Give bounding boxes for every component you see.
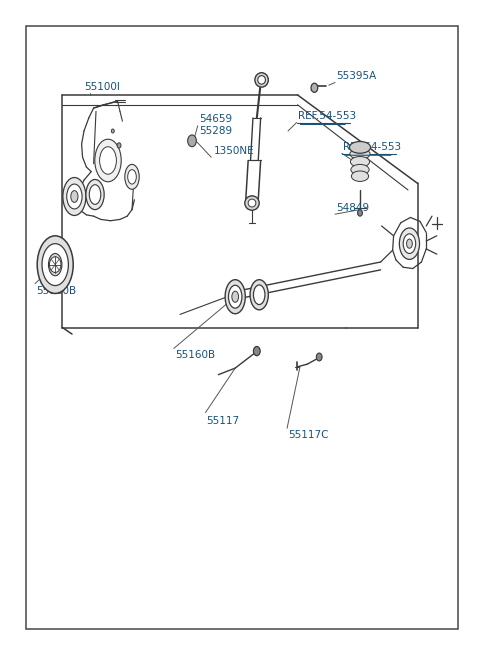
- Ellipse shape: [248, 199, 256, 207]
- Ellipse shape: [255, 73, 268, 87]
- Ellipse shape: [258, 75, 265, 84]
- Circle shape: [117, 143, 121, 148]
- Ellipse shape: [125, 164, 139, 189]
- Ellipse shape: [71, 191, 78, 202]
- Text: 55117C: 55117C: [288, 430, 328, 440]
- Ellipse shape: [67, 184, 82, 209]
- Ellipse shape: [399, 228, 420, 259]
- Ellipse shape: [128, 170, 136, 184]
- Text: 55160B: 55160B: [36, 286, 76, 296]
- Ellipse shape: [100, 147, 117, 174]
- Ellipse shape: [228, 286, 242, 308]
- Ellipse shape: [86, 179, 104, 210]
- Circle shape: [358, 210, 362, 216]
- Ellipse shape: [89, 185, 101, 204]
- Text: REF.54-553: REF.54-553: [298, 111, 356, 121]
- Ellipse shape: [95, 140, 121, 182]
- Ellipse shape: [225, 280, 245, 314]
- Text: 54659: 54659: [199, 115, 232, 124]
- Ellipse shape: [63, 178, 86, 215]
- Circle shape: [253, 346, 260, 356]
- Ellipse shape: [403, 234, 416, 253]
- Text: 55289: 55289: [199, 126, 232, 136]
- Circle shape: [111, 129, 114, 133]
- Ellipse shape: [350, 149, 370, 159]
- Text: 54849: 54849: [336, 203, 369, 213]
- Ellipse shape: [232, 291, 239, 302]
- Text: 55117: 55117: [206, 416, 240, 426]
- Circle shape: [316, 353, 322, 361]
- Text: 55160B: 55160B: [175, 350, 216, 360]
- Ellipse shape: [48, 253, 62, 276]
- Circle shape: [49, 257, 61, 272]
- Ellipse shape: [37, 236, 73, 293]
- Ellipse shape: [350, 157, 370, 167]
- Ellipse shape: [351, 164, 369, 175]
- Ellipse shape: [349, 141, 371, 153]
- Ellipse shape: [42, 244, 69, 286]
- Ellipse shape: [253, 285, 265, 305]
- Text: 55100I: 55100I: [84, 82, 120, 92]
- Text: 55395A: 55395A: [336, 71, 376, 81]
- Text: 1350NE: 1350NE: [214, 146, 254, 156]
- Ellipse shape: [250, 280, 268, 310]
- Text: REF.54-553: REF.54-553: [343, 142, 401, 152]
- Ellipse shape: [407, 239, 412, 248]
- Ellipse shape: [351, 171, 369, 181]
- Circle shape: [188, 135, 196, 147]
- Circle shape: [311, 83, 318, 92]
- Ellipse shape: [245, 196, 259, 210]
